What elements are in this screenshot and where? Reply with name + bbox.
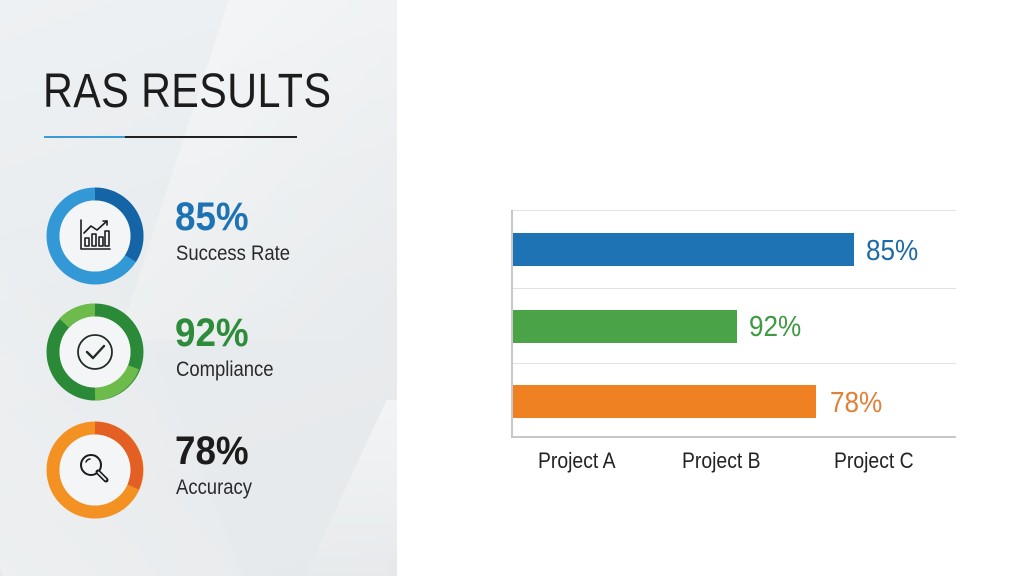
gridline [512,288,956,289]
bar-accuracy [513,385,816,418]
checkmark-circle-icon [46,303,144,401]
x-tick-label: Project C [834,448,914,473]
title-underline [44,136,297,138]
bar-success-rate [513,233,854,266]
metric-accuracy: 78% Accuracy [46,421,376,521]
gridline [512,210,956,211]
bar-value-label: 85% [866,235,919,267]
metric-compliance: 92% Compliance [46,303,376,403]
x-tick-label: Project A [538,448,616,473]
metric-value: 92% [175,311,249,355]
progress-ring-success [46,187,144,285]
metric-success-rate: 85% Success Rate [46,187,376,287]
x-axis [511,436,956,438]
bar-chart-trend-icon [46,187,144,285]
bar-compliance [513,310,737,343]
x-tick-label: Project B [682,448,761,473]
page-title: RAS RESULTS [43,65,332,118]
metrics-panel: RAS RESULTS 85% Success Rate [0,0,397,576]
progress-ring-compliance [46,303,144,401]
metric-value: 78% [175,429,249,473]
magnifier-icon [46,421,144,519]
gridline [512,363,956,364]
bar-value-label: 78% [830,387,883,419]
metric-label: Accuracy [176,476,252,499]
bar-value-label: 92% [749,311,802,343]
metric-label: Compliance [176,358,274,381]
title-underline-accent [44,136,125,138]
metric-label: Success Rate [176,242,291,265]
metric-value: 85% [175,195,249,239]
y-axis [511,210,513,438]
progress-ring-accuracy [46,421,144,519]
